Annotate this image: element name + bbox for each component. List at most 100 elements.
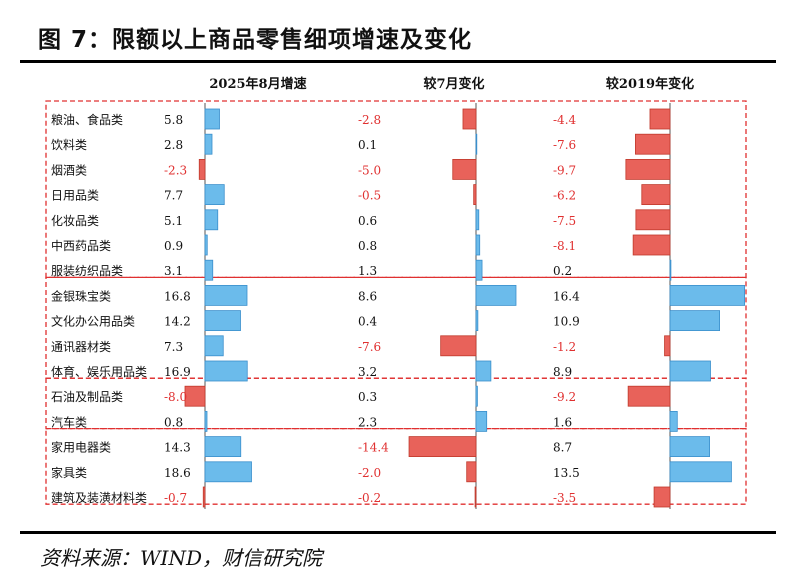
value-label: 14.2 — [164, 315, 191, 329]
value-label: 7.3 — [164, 340, 183, 354]
value-label: -8.0 — [164, 390, 187, 404]
bar — [204, 335, 224, 357]
bar — [204, 310, 241, 332]
value-label: 1.6 — [553, 415, 572, 429]
value-label: -9.2 — [553, 390, 576, 404]
bar — [466, 461, 477, 483]
bar — [649, 108, 671, 130]
value-label: 0.4 — [358, 315, 377, 329]
bar — [475, 385, 478, 407]
category-label: 建筑及装潢材料类 — [51, 490, 147, 505]
value-label: 8.7 — [553, 441, 572, 455]
bar — [669, 360, 711, 382]
bar — [204, 436, 242, 458]
value-label: 18.6 — [164, 466, 191, 480]
bar — [475, 410, 488, 432]
bar — [475, 209, 480, 231]
group-border — [45, 100, 747, 279]
value-label: 14.3 — [164, 441, 191, 455]
group-border — [45, 276, 747, 379]
value-label: 2.8 — [164, 138, 183, 152]
source-note: 资料来源：WIND，财信研究院 — [40, 546, 322, 570]
bar — [198, 158, 206, 180]
bar — [669, 410, 678, 432]
bar — [204, 284, 248, 306]
value-label: -3.5 — [553, 491, 576, 505]
chart-title: 图 7：限额以上商品零售细项增速及变化 — [38, 27, 473, 53]
bar — [635, 133, 671, 155]
value-label: 0.9 — [164, 239, 183, 253]
value-label: 16.9 — [164, 365, 191, 379]
bar — [627, 385, 671, 407]
bar — [474, 486, 477, 508]
bar — [473, 184, 477, 206]
bar — [475, 360, 492, 382]
value-label: 0.8 — [358, 239, 377, 253]
group-border — [45, 427, 747, 505]
category-label: 家具类 — [51, 465, 87, 480]
bar — [462, 108, 477, 130]
category-label: 服装纺织品类 — [51, 264, 123, 278]
bar — [204, 259, 214, 281]
bar — [669, 259, 672, 281]
category-label: 烟酒类 — [51, 163, 87, 177]
value-label: 0.6 — [358, 214, 377, 228]
bar — [641, 184, 671, 206]
bar — [204, 209, 219, 231]
value-label: -0.7 — [164, 491, 187, 505]
top-rule — [20, 60, 776, 63]
category-label: 日用品类 — [51, 189, 99, 203]
bar — [625, 158, 671, 180]
bar — [475, 133, 478, 155]
value-label: -1.2 — [553, 340, 576, 354]
value-label: 16.4 — [553, 289, 580, 303]
category-label: 金银珠宝类 — [51, 288, 111, 303]
category-label: 体育、娱乐用品类 — [51, 364, 147, 379]
bar — [452, 158, 477, 180]
column-header: 2025年8月增速 — [209, 76, 306, 92]
value-label: -8.1 — [553, 239, 576, 253]
bar — [475, 259, 483, 281]
category-label: 粮油、食品类 — [51, 112, 123, 127]
value-label: 3.2 — [358, 365, 377, 379]
value-label: -7.5 — [553, 214, 576, 228]
column-header: 较7月变化 — [423, 76, 484, 92]
bar — [635, 209, 671, 231]
value-label: 10.9 — [553, 315, 580, 329]
group-border — [45, 377, 747, 430]
value-label: -2.8 — [358, 113, 381, 127]
value-label: -14.4 — [358, 441, 389, 455]
bar — [440, 335, 477, 357]
bar — [204, 461, 252, 483]
value-label: -7.6 — [358, 340, 381, 354]
category-label: 饮料类 — [51, 138, 87, 152]
bar — [475, 234, 481, 256]
bar — [669, 436, 710, 458]
bar — [669, 461, 732, 483]
value-label: -2.3 — [164, 163, 187, 177]
bar — [669, 284, 746, 306]
value-label: 16.8 — [164, 289, 191, 303]
bar — [184, 385, 206, 407]
value-label: 7.7 — [164, 189, 183, 203]
bar — [202, 486, 206, 508]
value-label: 8.6 — [358, 289, 377, 303]
value-label: 13.5 — [553, 466, 580, 480]
value-label: -6.2 — [553, 189, 576, 203]
value-label: 0.2 — [553, 264, 572, 278]
category-label: 中西药品类 — [51, 238, 111, 253]
value-label: -4.4 — [553, 113, 577, 127]
bar — [408, 436, 477, 458]
value-label: 0.8 — [164, 415, 183, 429]
bar — [204, 360, 248, 382]
bar — [204, 410, 208, 432]
value-label: 5.1 — [164, 214, 183, 228]
bottom-rule — [20, 531, 776, 534]
value-label: 8.9 — [553, 365, 572, 379]
bar — [669, 310, 720, 332]
value-label: 2.3 — [358, 415, 377, 429]
category-label: 文化办公用品类 — [51, 314, 135, 329]
category-label: 石油及制品类 — [51, 390, 123, 404]
value-label: 5.8 — [164, 113, 183, 127]
